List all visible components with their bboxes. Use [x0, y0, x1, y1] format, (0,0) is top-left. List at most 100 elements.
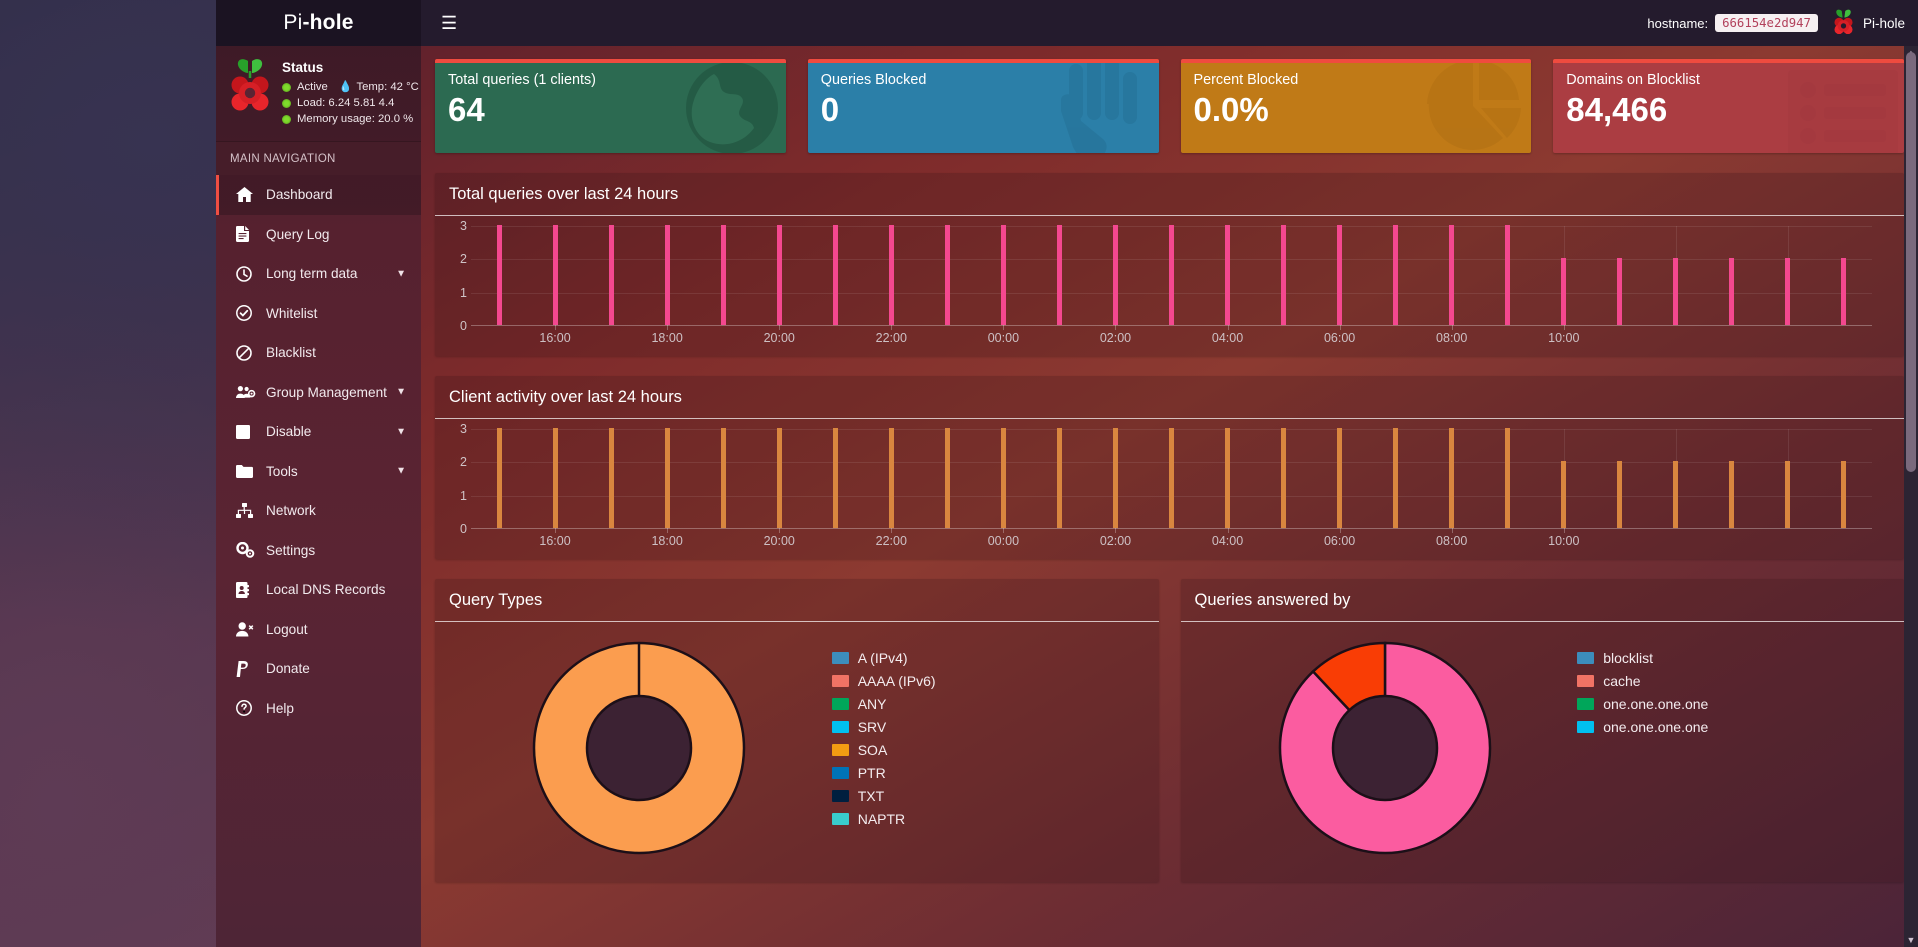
bar[interactable] — [1281, 225, 1287, 325]
bar[interactable] — [776, 225, 782, 325]
vertical-scrollbar[interactable]: ▲ ▼ — [1904, 46, 1918, 947]
stat-box-percent-blocked[interactable]: Percent Blocked 0.0% — [1180, 59, 1532, 153]
x-tick-label: 22:00 — [875, 534, 907, 548]
legend-item[interactable]: PTR — [831, 765, 1147, 781]
sidebar-item-long-term-data[interactable]: Long term data ▼ — [216, 254, 421, 294]
x-tick — [891, 528, 893, 533]
sidebar-item-settings[interactable]: Settings — [216, 531, 421, 571]
sidebar-item-donate[interactable]: Donate — [216, 649, 421, 689]
bar[interactable] — [832, 225, 838, 325]
bar[interactable] — [1673, 258, 1679, 325]
legend-item[interactable]: TXT — [831, 788, 1147, 804]
query-types-donut[interactable] — [447, 636, 832, 866]
bar[interactable] — [1000, 225, 1006, 325]
legend-item[interactable]: SRV — [831, 719, 1147, 735]
bar[interactable] — [888, 225, 894, 325]
bar[interactable] — [1561, 461, 1567, 528]
bar[interactable] — [1449, 428, 1455, 528]
bar[interactable] — [1673, 461, 1679, 528]
legend-item[interactable]: A (IPv4) — [831, 650, 1147, 666]
bar[interactable] — [1617, 258, 1623, 325]
bar[interactable] — [1785, 461, 1791, 528]
legend-item[interactable]: ANY — [831, 696, 1147, 712]
bar[interactable] — [664, 428, 670, 528]
legend-item[interactable]: cache — [1577, 673, 1892, 689]
sidebar-brand[interactable]: Pi-hole — [216, 0, 421, 46]
bar[interactable] — [552, 225, 558, 325]
stat-box-queries-blocked[interactable]: Queries Blocked 0 — [807, 59, 1159, 153]
bar[interactable] — [1281, 428, 1287, 528]
x-tick — [667, 325, 669, 330]
scrollbar-thumb[interactable] — [1906, 52, 1916, 472]
bar[interactable] — [1449, 225, 1455, 325]
bar[interactable] — [720, 225, 726, 325]
stat-box-total-queries-1-clients[interactable]: Total queries (1 clients) 64 — [435, 59, 786, 153]
x-tick-label: 22:00 — [875, 331, 907, 345]
bar[interactable] — [1337, 225, 1343, 325]
donut-slice[interactable] — [1278, 641, 1492, 855]
legend-item[interactable]: one.one.one.one — [1577, 719, 1892, 735]
bar[interactable] — [608, 225, 614, 325]
legend-item[interactable]: blocklist — [1577, 650, 1892, 666]
bar[interactable] — [1337, 428, 1343, 528]
bar[interactable] — [776, 428, 782, 528]
bar[interactable] — [1729, 461, 1735, 528]
scroll-down-icon[interactable]: ▼ — [1906, 935, 1916, 945]
bar[interactable] — [1617, 461, 1623, 528]
bar[interactable] — [1841, 258, 1847, 325]
bar[interactable] — [1169, 225, 1174, 325]
bar[interactable] — [1169, 428, 1174, 528]
client-activity-chart[interactable]: 0 1 2 3 16:00 18:00 20:00 22:00 00:00 02:00 04:00 0… — [447, 422, 1892, 548]
bar[interactable] — [496, 428, 502, 528]
bar[interactable] — [1112, 225, 1118, 325]
bar[interactable] — [1000, 428, 1006, 528]
legend-item[interactable]: NAPTR — [831, 811, 1147, 827]
bar[interactable] — [1056, 225, 1062, 325]
legend-swatch-icon — [1577, 652, 1595, 664]
stat-box-domains-on-blocklist[interactable]: Domains on Blocklist 84,466 — [1553, 59, 1904, 153]
bar[interactable] — [944, 428, 950, 528]
sidebar-item-network[interactable]: Network — [216, 491, 421, 531]
bar[interactable] — [1112, 428, 1118, 528]
bar[interactable] — [664, 225, 670, 325]
sidebar-item-whitelist[interactable]: Whitelist — [216, 294, 421, 334]
legend-item[interactable]: one.one.one.one — [1577, 696, 1892, 712]
sidebar-item-logout[interactable]: Logout — [216, 610, 421, 650]
sidebar-item-disable[interactable]: Disable ▼ — [216, 412, 421, 452]
sidebar-item-dashboard[interactable]: Dashboard — [216, 175, 421, 215]
bar[interactable] — [496, 225, 502, 325]
legend-item[interactable]: AAAA (IPv6) — [831, 673, 1147, 689]
sidebar-item-help[interactable]: Help — [216, 689, 421, 729]
thermometer-icon: 💧 — [338, 81, 353, 93]
bar[interactable] — [1225, 428, 1231, 528]
bar[interactable] — [552, 428, 558, 528]
bar[interactable] — [1561, 258, 1567, 325]
sidebar-item-blacklist[interactable]: Blacklist — [216, 333, 421, 373]
user-menu[interactable]: Pi-hole — [1832, 8, 1905, 38]
x-tick-label: 06:00 — [1323, 331, 1356, 345]
legend-swatch-icon — [1577, 721, 1595, 733]
bar[interactable] — [1505, 225, 1511, 325]
bar[interactable] — [1505, 428, 1511, 528]
sidebar-item-tools[interactable]: Tools ▼ — [216, 452, 421, 492]
bar[interactable] — [1393, 428, 1399, 528]
total-queries-chart[interactable]: 0 1 2 3 16:00 18:00 20:00 22:00 00:00 02:00 04:00 0… — [447, 219, 1892, 345]
bar[interactable] — [608, 428, 614, 528]
bar[interactable] — [1785, 258, 1791, 325]
bar[interactable] — [944, 225, 950, 325]
sidebar-item-query-log[interactable]: Query Log — [216, 215, 421, 255]
bar[interactable] — [1841, 461, 1847, 528]
legend-item[interactable]: SOA — [831, 742, 1147, 758]
bar[interactable] — [1225, 225, 1231, 325]
sidebar-item-local-dns-records[interactable]: Local DNS Records — [216, 570, 421, 610]
bar[interactable] — [832, 428, 838, 528]
legend-label: cache — [1603, 673, 1641, 689]
bar[interactable] — [1393, 225, 1399, 325]
bar[interactable] — [888, 428, 894, 528]
bar[interactable] — [1729, 258, 1735, 325]
bar[interactable] — [720, 428, 726, 528]
sidebar-item-group-management[interactable]: Group Management ▼ — [216, 373, 421, 413]
bar[interactable] — [1056, 428, 1062, 528]
queries-answered-donut[interactable] — [1193, 636, 1578, 866]
hamburger-icon[interactable]: ☰ — [441, 13, 458, 33]
